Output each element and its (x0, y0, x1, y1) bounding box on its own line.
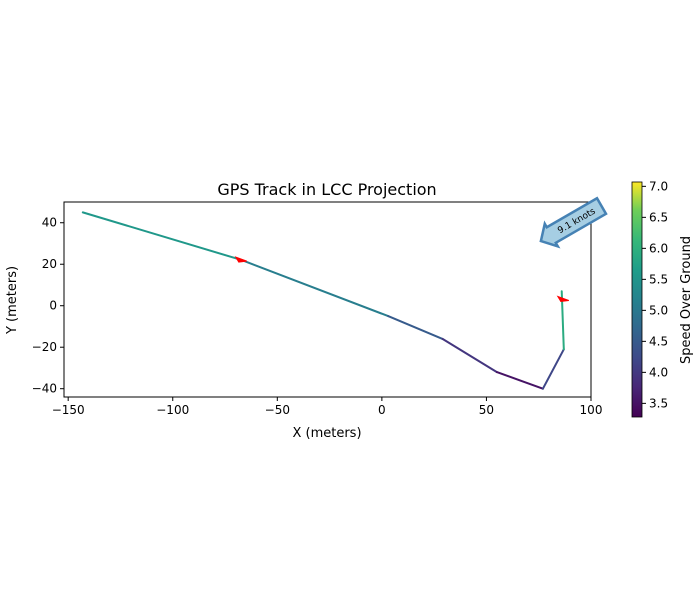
y-tick-label: −20 (32, 340, 57, 354)
colorbar-tick-label: 4.0 (649, 365, 668, 379)
speed-arrow-shape (539, 196, 608, 249)
colorbar-tick-label: 7.0 (649, 179, 668, 193)
track-segment (495, 371, 544, 390)
x-tick-label: −50 (265, 403, 290, 417)
colorbar-label: Speed Over Ground (679, 236, 694, 364)
x-tick-label: 100 (580, 403, 603, 417)
chart-title: GPS Track in LCC Projection (217, 180, 436, 199)
colorbar-tick-label: 6.5 (649, 210, 668, 224)
y-tick-label: 20 (42, 257, 57, 271)
speed-annotation: 9.1 knots (539, 196, 608, 249)
y-tick-label: 0 (49, 299, 57, 313)
colorbar-tick-label: 5.0 (649, 303, 668, 317)
track-segment (541, 348, 565, 390)
axes-frame (63, 201, 592, 398)
y-tick-label: −40 (32, 382, 57, 396)
colorbar (631, 181, 643, 418)
y-tick-label: 40 (42, 216, 57, 230)
plot-area (81, 211, 569, 390)
colorbar-tick-label: 4.5 (649, 334, 668, 348)
track-segment (81, 211, 243, 262)
speed-arrow: 9.1 knots (539, 196, 608, 249)
x-ticks: −150 −100 −50 0 50 100 (52, 397, 603, 417)
y-axis-label: Y (meters) (5, 266, 20, 335)
colorbar-tick-label: 3.5 (649, 396, 668, 410)
x-tick-label: 0 (378, 403, 386, 417)
x-axis-label: X (meters) (292, 426, 361, 441)
track-segment (441, 337, 498, 374)
track-segment (387, 315, 444, 340)
x-tick-label: −150 (52, 403, 85, 417)
colorbar-tick-label: 6.0 (649, 241, 668, 255)
colorbar-ticks: 3.5 4.0 4.5 5.0 5.5 6.0 6.5 7.0 (642, 179, 668, 410)
x-tick-label: −100 (156, 403, 189, 417)
direction-arrow-marker (556, 295, 569, 303)
direction-arrow-marker (234, 256, 247, 263)
colorbar-tick-label: 5.5 (649, 272, 668, 286)
y-ticks: −40 −20 0 20 40 (32, 216, 64, 396)
x-tick-label: 50 (479, 403, 494, 417)
track-segment (240, 259, 390, 318)
